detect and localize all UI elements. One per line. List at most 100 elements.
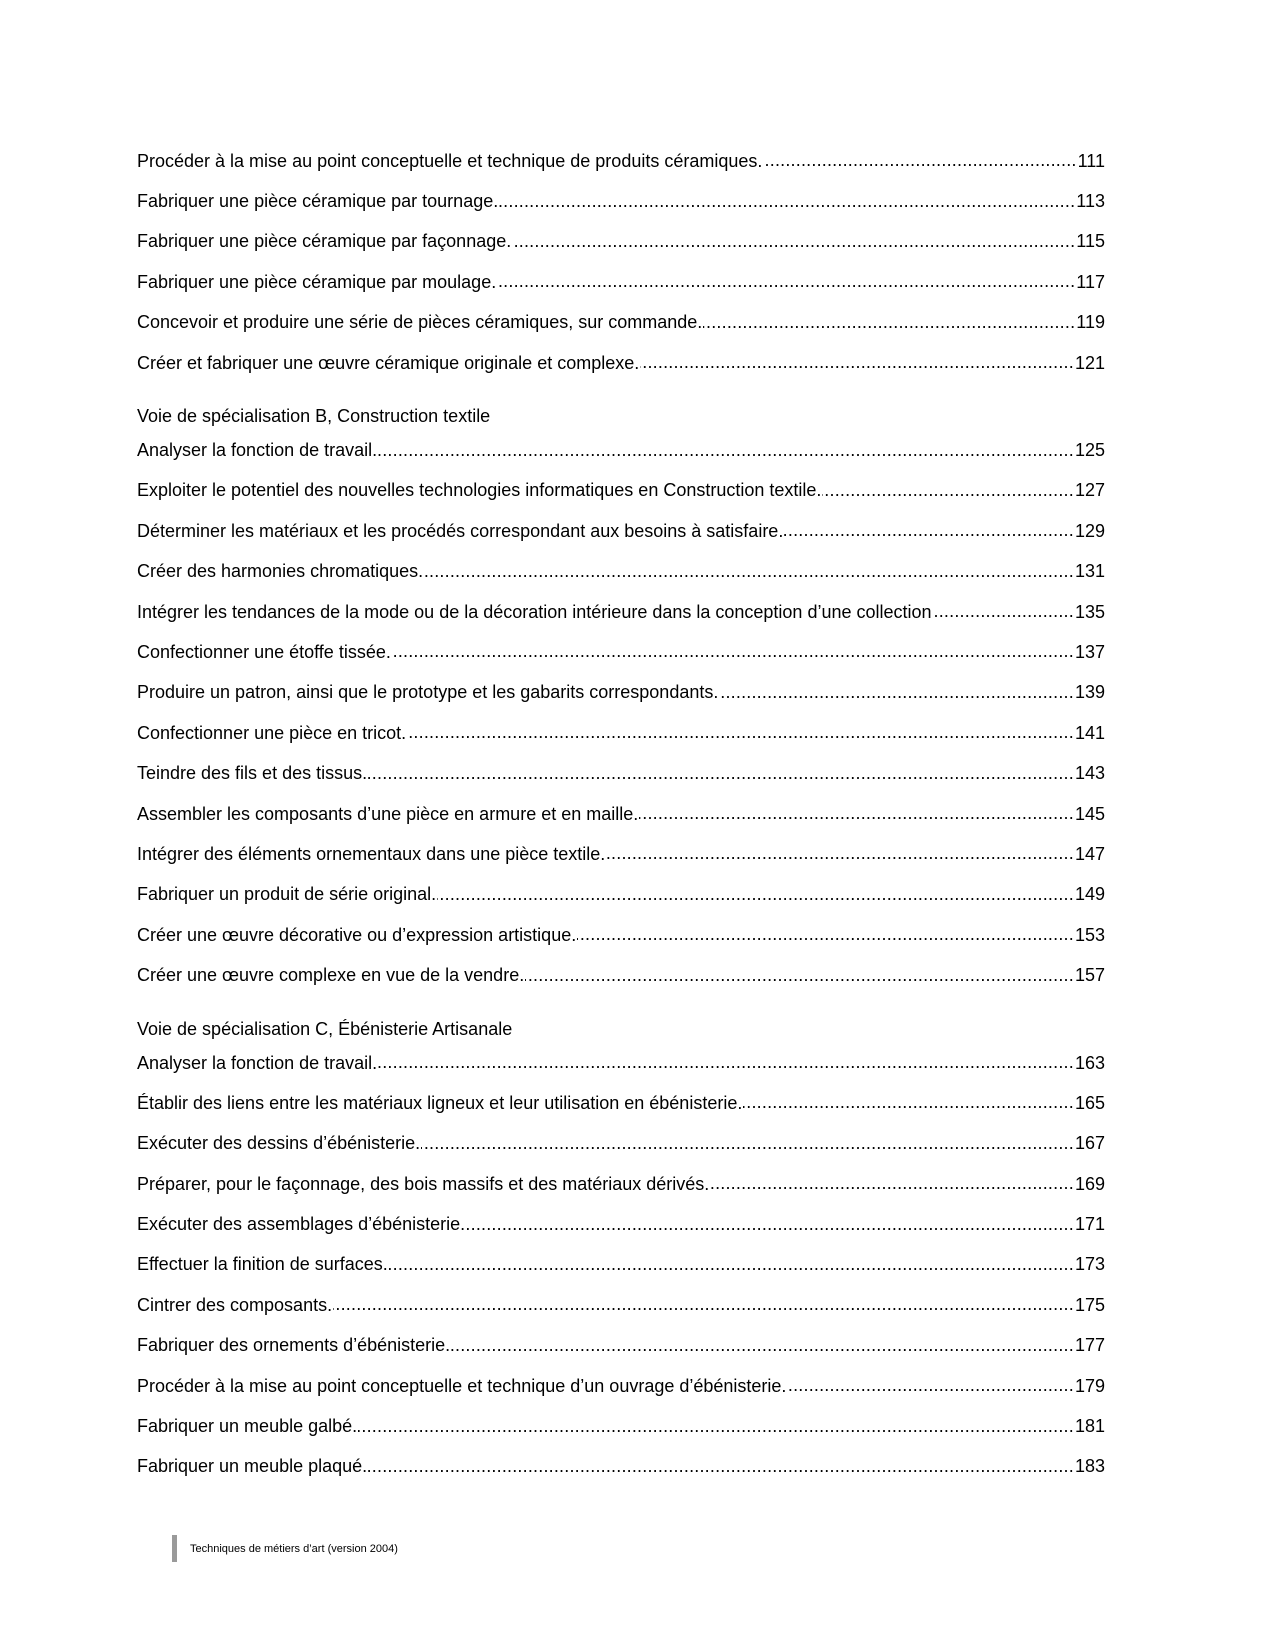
dot-leader <box>577 924 1074 946</box>
toc-entry[interactable]: Exécuter des dessins d’ébénisterie. 167 <box>137 1124 1105 1164</box>
toc-entry-page: 167 <box>1074 1133 1105 1154</box>
toc-entry[interactable]: Cintrer des composants. 175 <box>137 1285 1105 1325</box>
dot-leader <box>368 763 1074 785</box>
dot-leader <box>466 1214 1074 1236</box>
toc-entry-title: Teindre des fils et des tissus. <box>137 763 368 784</box>
toc-entry-page: 121 <box>1074 352 1105 373</box>
toc-entry[interactable]: Fabriquer une pièce céramique par tourna… <box>137 181 1105 221</box>
toc-entry-title: Intégrer les tendances de la mode ou de … <box>137 601 932 622</box>
toc-entry[interactable]: Fabriquer une pièce céramique par moulag… <box>137 262 1105 302</box>
toc-entry-page: 181 <box>1074 1416 1105 1437</box>
dot-leader <box>499 191 1075 213</box>
dot-leader <box>368 1456 1074 1478</box>
toc-entry[interactable]: Créer une œuvre décorative ou d’expressi… <box>137 915 1105 955</box>
toc-entry-title: Fabriquer une pièce céramique par tourna… <box>137 191 499 212</box>
toc-entry-page: 153 <box>1074 924 1105 945</box>
toc-entry[interactable]: Procéder à la mise au point conceptuelle… <box>137 141 1105 181</box>
toc-entry-title: Exploiter le potentiel des nouvelles tec… <box>137 480 822 501</box>
toc-entry-title: Créer une œuvre décorative ou d’expressi… <box>137 924 577 945</box>
toc-entry[interactable]: Confectionner une pièce en tricot. 141 <box>137 713 1105 753</box>
toc-entry-title: Intégrer des éléments ornementaux dans u… <box>137 843 606 864</box>
toc-entry-page: 145 <box>1074 803 1105 824</box>
toc-entry-page: 111 <box>1077 150 1105 171</box>
toc-entry-title: Fabriquer une pièce céramique par façonn… <box>137 231 512 252</box>
dot-leader <box>421 1133 1074 1155</box>
dot-leader <box>719 682 1074 704</box>
toc-entry[interactable]: Fabriquer un meuble plaqué. 183 <box>137 1447 1105 1487</box>
toc-entry[interactable]: Effectuer la finition de surfaces. 173 <box>137 1245 1105 1285</box>
toc-entry[interactable]: Analyser la fonction de travail. 163 <box>137 1043 1105 1083</box>
toc-entry-page: 173 <box>1074 1254 1105 1275</box>
toc-entry-title: Créer une œuvre complexe en vue de la ve… <box>137 965 525 986</box>
toc-entry-title: Analyser la fonction de travail. <box>137 440 378 461</box>
toc-entry[interactable]: Teindre des fils et des tissus. 143 <box>137 753 1105 793</box>
dot-leader <box>763 150 1076 172</box>
toc-entry-page: 135 <box>1074 601 1105 622</box>
toc-entry[interactable]: Fabriquer des ornements d’ébénisterie. 17… <box>137 1326 1105 1366</box>
toc-entry-page: 183 <box>1074 1456 1105 1477</box>
dot-leader <box>407 722 1074 744</box>
toc-entry[interactable]: Procéder à la mise au point conceptuelle… <box>137 1366 1105 1406</box>
toc-entry[interactable]: Confectionner une étoffe tissée. 137 <box>137 632 1105 672</box>
toc-entry-title: Fabriquer un meuble galbé. <box>137 1416 358 1437</box>
dot-leader <box>703 312 1075 334</box>
toc-entry-title: Préparer, pour le façonnage, des bois ma… <box>137 1173 710 1194</box>
dot-leader <box>933 601 1074 623</box>
toc-entry[interactable]: Exécuter des assemblages d’ébénisterie. 1… <box>137 1204 1105 1244</box>
toc-entry-title: Procéder à la mise au point conceptuelle… <box>137 1375 787 1396</box>
dot-leader <box>389 1254 1074 1276</box>
toc-entry-title: Fabriquer des ornements d’ébénisterie. <box>137 1335 451 1356</box>
toc-entry[interactable]: Concevoir et produire une série de pièce… <box>137 303 1105 343</box>
dot-leader <box>640 352 1074 374</box>
toc-entry[interactable]: Assembler les composants d’une pièce en … <box>137 794 1105 834</box>
toc-entry[interactable]: Analyser la fonction de travail. 125 <box>137 430 1105 470</box>
toc-entry[interactable]: Fabriquer une pièce céramique par façonn… <box>137 222 1105 262</box>
toc-entry-page: 131 <box>1074 561 1105 582</box>
toc-entry[interactable]: Produire un patron, ainsi que le prototy… <box>137 673 1105 713</box>
toc-entry-title: Fabriquer un meuble plaqué. <box>137 1456 368 1477</box>
toc-entry-title: Procéder à la mise au point conceptuelle… <box>137 150 763 171</box>
toc-entry-page: 171 <box>1074 1214 1105 1235</box>
toc-entry-title: Confectionner une étoffe tissée. <box>137 641 391 662</box>
toc-entry-page: 129 <box>1074 520 1105 541</box>
toc-entry[interactable]: Créer des harmonies chromatiques. 131 <box>137 552 1105 592</box>
toc-entry-title: Produire un patron, ainsi que le prototy… <box>137 682 719 703</box>
toc-entry-page: 127 <box>1074 480 1105 501</box>
toc-entry-page: 175 <box>1074 1294 1105 1315</box>
toc-entry[interactable]: Intégrer des éléments ornementaux dans u… <box>137 834 1105 874</box>
toc-entry-page: 125 <box>1074 440 1105 461</box>
dot-leader <box>784 520 1074 542</box>
toc-entry[interactable]: Fabriquer un meuble galbé. 181 <box>137 1406 1105 1446</box>
dot-leader <box>451 1335 1074 1357</box>
toc-entry-page: 119 <box>1076 312 1105 333</box>
toc-entry-title: Créer et fabriquer une œuvre céramique o… <box>137 352 640 373</box>
toc-entry[interactable]: Établir des liens entre les matériaux li… <box>137 1083 1105 1123</box>
toc-entry-title: Établir des liens entre les matériaux li… <box>137 1092 743 1113</box>
dot-leader <box>787 1375 1074 1397</box>
dot-leader <box>710 1173 1074 1195</box>
toc-entry-page: 115 <box>1076 231 1105 252</box>
toc-entry[interactable]: Préparer, pour le façonnage, des bois ma… <box>137 1164 1105 1204</box>
toc-entry-page: 113 <box>1076 191 1105 212</box>
toc-entry-title: Fabriquer un produit de série original. <box>137 884 437 905</box>
toc-entry[interactable]: Fabriquer un produit de série original. 1… <box>137 875 1105 915</box>
dot-leader <box>378 1052 1074 1074</box>
toc-entry-title: Concevoir et produire une série de pièce… <box>137 312 703 333</box>
section-heading: Voie de spécialisation B, Construction t… <box>137 406 491 427</box>
toc-entry[interactable]: Créer une œuvre complexe en vue de la ve… <box>137 955 1105 995</box>
toc-entry[interactable]: Déterminer les matériaux et les procédés… <box>137 511 1105 551</box>
toc-entry-title: Assembler les composants d’une pièce en … <box>137 803 639 824</box>
toc-entry[interactable]: Créer et fabriquer une œuvre céramique o… <box>137 343 1105 383</box>
toc-entry-title: Analyser la fonction de travail. <box>137 1052 378 1073</box>
dot-leader <box>358 1416 1074 1438</box>
toc-entry-title: Exécuter des assemblages d’ébénisterie. <box>137 1214 466 1235</box>
toc-entry-title: Déterminer les matériaux et les procédés… <box>137 520 784 541</box>
dot-leader <box>497 271 1075 293</box>
toc-entry[interactable]: Intégrer les tendances de la mode ou de … <box>137 592 1105 632</box>
footer-bar <box>172 1535 177 1562</box>
toc-entry-title: Effectuer la finition de surfaces. <box>137 1254 388 1275</box>
toc-entry-title: Cintrer des composants. <box>137 1294 333 1315</box>
dot-leader <box>525 965 1074 987</box>
toc-entry-page: 157 <box>1074 965 1105 986</box>
toc-entry[interactable]: Exploiter le potentiel des nouvelles tec… <box>137 471 1105 511</box>
